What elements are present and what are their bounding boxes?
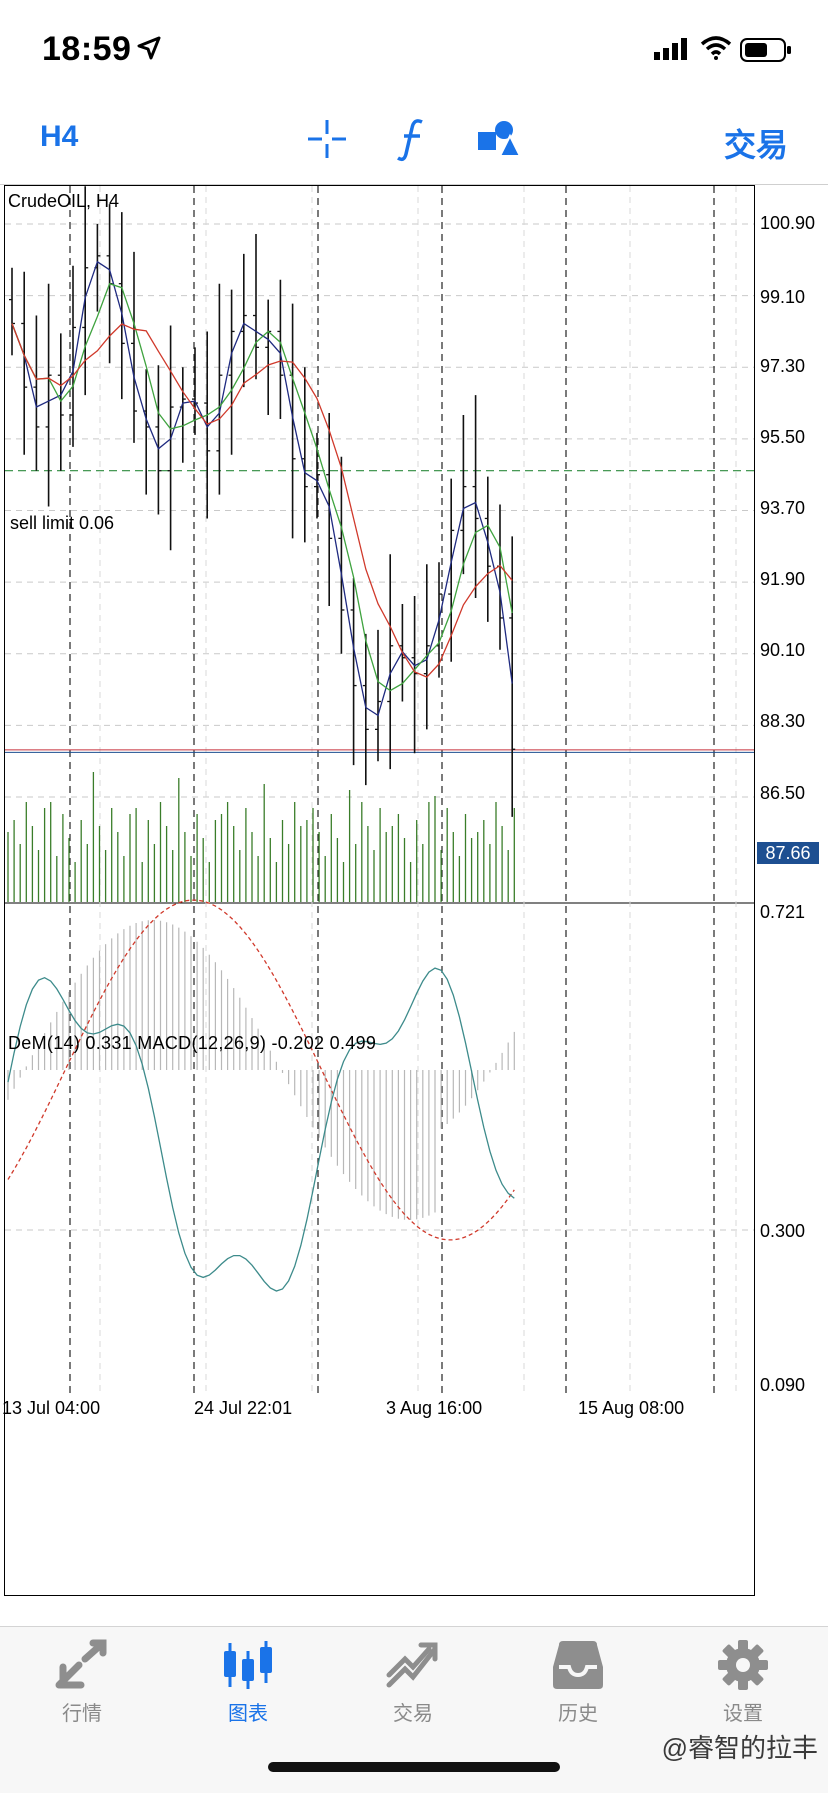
tab-settings[interactable]: 设置 bbox=[688, 1639, 798, 1726]
time-axis-label: 15 Aug 08:00 bbox=[578, 1398, 685, 1418]
price-axis-label: 97.30 bbox=[760, 356, 806, 376]
status-time: 18:59 bbox=[42, 30, 132, 68]
current-price-tag: 87.66 bbox=[757, 842, 819, 864]
tab-chart[interactable]: 图表 bbox=[193, 1639, 303, 1726]
battery-icon bbox=[740, 38, 791, 62]
time-axis-label: 3 Aug 16:00 bbox=[386, 1398, 483, 1418]
tab-history-label: 历史 bbox=[558, 1703, 598, 1725]
trade-icon bbox=[386, 1642, 438, 1688]
objects-icon[interactable] bbox=[476, 118, 520, 160]
tab-chart-label: 图表 bbox=[228, 1703, 268, 1725]
tab-trade-label: 交易 bbox=[393, 1703, 433, 1725]
status-bar: 18:59 bbox=[0, 0, 828, 100]
watermark: @睿智的拉丰 bbox=[661, 1733, 818, 1763]
pending-order-label[interactable]: sell limit 0.06 bbox=[10, 513, 115, 533]
price-axis-label: 86.50 bbox=[760, 783, 806, 803]
price-axis-label: 95.50 bbox=[760, 427, 806, 447]
price-axis-label: 91.90 bbox=[760, 569, 806, 589]
ma-fast-line bbox=[11, 260, 513, 717]
tab-history[interactable]: 历史 bbox=[523, 1639, 633, 1726]
macd-signal-line bbox=[7, 899, 515, 1241]
history-icon bbox=[553, 1641, 603, 1689]
tab-trade[interactable]: 交易 bbox=[358, 1639, 468, 1726]
trade-button[interactable]: 交易 bbox=[723, 127, 788, 163]
price-chart[interactable]: CrudeOIL, H4 sell limit 0.06 DeM(14) 0.3… bbox=[0, 185, 828, 1625]
indicator-axis-label: 0.090 bbox=[760, 1375, 806, 1395]
crosshair-icon[interactable] bbox=[306, 118, 348, 160]
wifi-icon bbox=[700, 36, 732, 60]
home-indicator bbox=[268, 1762, 560, 1772]
indicator-axis-label: 0.721 bbox=[760, 902, 806, 922]
function-icon[interactable] bbox=[396, 118, 426, 162]
cellular-signal-icon bbox=[654, 38, 687, 60]
location-arrow-icon bbox=[137, 36, 161, 60]
time-axis-label: 24 Jul 22:01 bbox=[194, 1398, 293, 1418]
tab-settings-label: 设置 bbox=[723, 1703, 763, 1725]
chart-canvas[interactable] bbox=[0, 185, 828, 1625]
indicator-axis-label: 0.300 bbox=[760, 1221, 806, 1241]
tab-quotes[interactable]: 行情 bbox=[27, 1639, 137, 1726]
tab-quotes-label: 行情 bbox=[62, 1703, 102, 1725]
settings-gear-icon bbox=[718, 1640, 768, 1690]
price-axis-label: 90.10 bbox=[760, 640, 806, 660]
quotes-icon bbox=[55, 1639, 107, 1689]
price-axis-label: 93.70 bbox=[760, 498, 806, 518]
ma-slow-line bbox=[11, 323, 513, 678]
ma-mid-line bbox=[11, 282, 513, 692]
candlestick-chart-icon bbox=[224, 1641, 272, 1689]
price-axis-label: 99.10 bbox=[760, 287, 806, 307]
chart-toolbar: H4 交易 bbox=[0, 100, 828, 185]
timeframe-button[interactable]: H4 bbox=[40, 120, 79, 153]
indicator-label: DeM(14) 0.331 MACD(12,26,9) -0.202 0.499 bbox=[8, 1033, 377, 1053]
demarker-line bbox=[7, 967, 515, 1292]
price-axis-label: 88.30 bbox=[760, 711, 806, 731]
chart-symbol-label: CrudeOIL, H4 bbox=[8, 191, 120, 211]
time-axis-label: 13 Jul 04:00 bbox=[2, 1398, 101, 1418]
price-axis-label: 100.90 bbox=[760, 213, 816, 233]
